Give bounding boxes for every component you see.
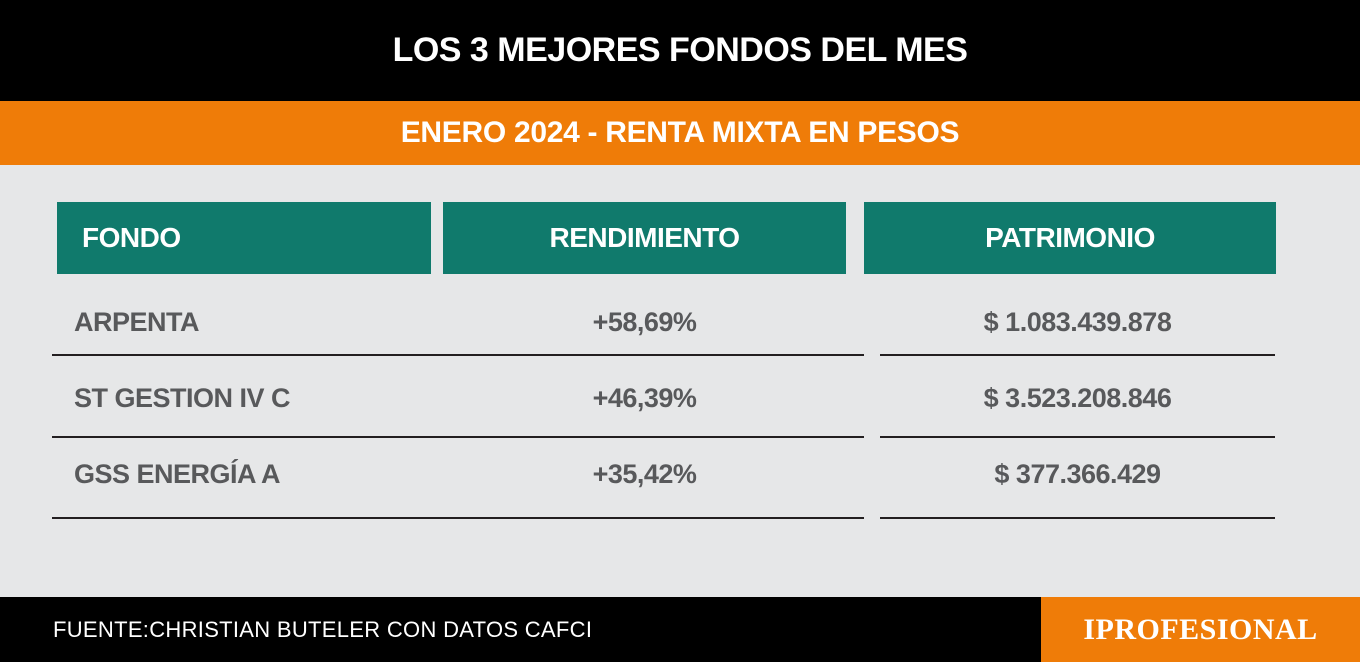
column-header-patrimonio: PATRIMONIO: [864, 202, 1276, 274]
row-divider: [52, 354, 864, 356]
title-bar: LOS 3 MEJORES FONDOS DEL MES: [0, 0, 1360, 101]
row-divider: [52, 517, 864, 519]
fund-name: ST GESTION IV C: [74, 382, 291, 413]
fund-assets: $ 1.083.439.878: [983, 306, 1172, 337]
source-note: FUENTE:CHRISTIAN BUTELER CON DATOS CAFCI: [53, 616, 593, 642]
fund-return: +46,39%: [592, 382, 697, 413]
page-subtitle: ENERO 2024 - RENTA MIXTA EN PESOS: [400, 116, 960, 149]
column-header-fondo: FONDO: [57, 202, 431, 274]
column-header-rendimiento: RENDIMIENTO: [443, 202, 846, 274]
fund-assets: $ 377.366.429: [994, 458, 1161, 489]
row-divider: [52, 436, 864, 438]
fund-assets: $ 3.523.208.846: [983, 382, 1172, 413]
row-divider: [880, 517, 1275, 519]
row-divider: [880, 436, 1275, 438]
brand-box: IPROFESIONAL: [1041, 597, 1360, 662]
subtitle-bar: ENERO 2024 - RENTA MIXTA EN PESOS: [0, 101, 1360, 165]
row-divider: [880, 354, 1275, 356]
brand-logo: IPROFESIONAL: [1083, 612, 1318, 646]
page-title: LOS 3 MEJORES FONDOS DEL MES: [392, 31, 968, 69]
fund-return: +35,42%: [592, 458, 697, 489]
fund-name: GSS ENERGÍA A: [74, 458, 281, 489]
fund-name: ARPENTA: [74, 306, 200, 337]
fund-return: +58,69%: [592, 306, 697, 337]
